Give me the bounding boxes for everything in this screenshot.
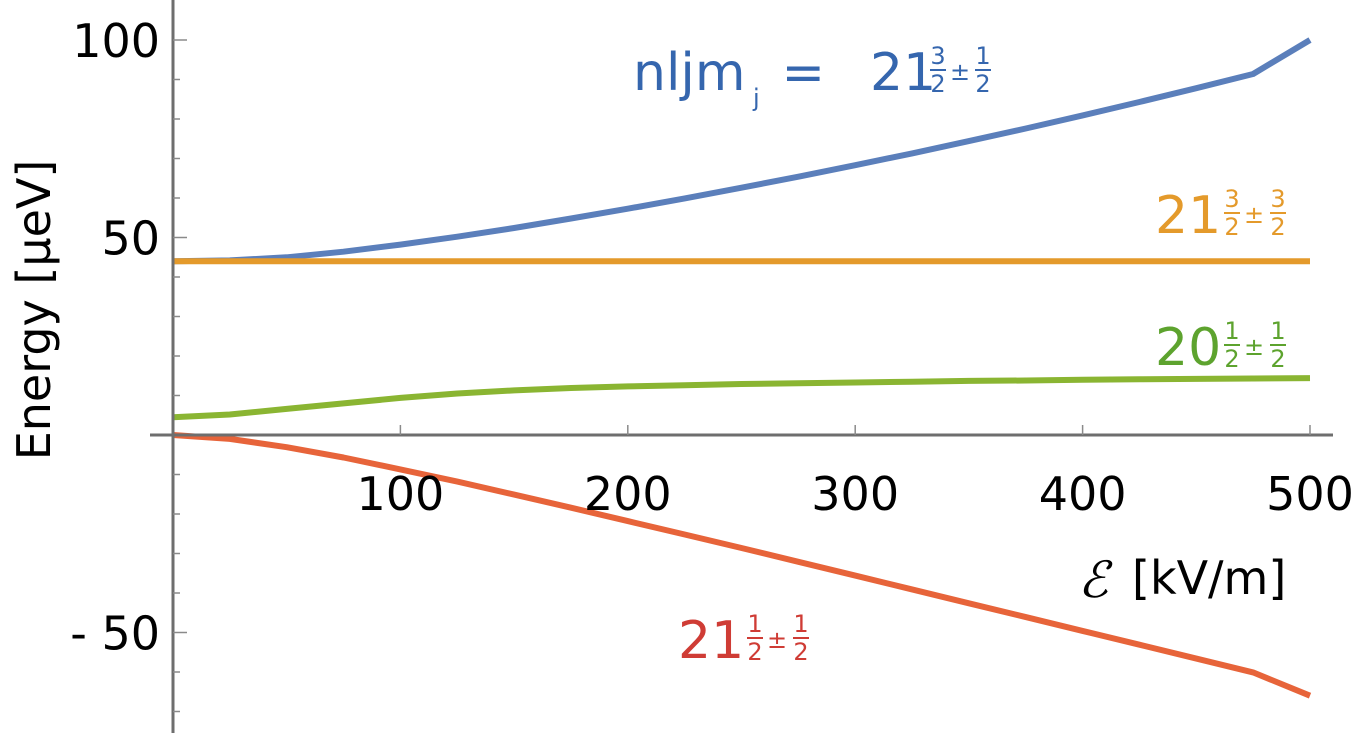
series-3-frac1: 1 2 (747, 610, 763, 666)
series-1-frac2-den: 2 (1270, 213, 1285, 241)
series-2-label-main: 20 (1155, 318, 1221, 378)
x-axis-title-unit: [kV/m] (1132, 551, 1286, 605)
series-0-frac2-den: 2 (975, 70, 990, 98)
series-1-frac1: 3 2 (1224, 185, 1240, 241)
series-0-frac1-num: 3 (930, 42, 945, 70)
series-0-label-main: 21 (870, 43, 936, 103)
series-3-frac1-den: 2 (747, 638, 762, 666)
series-2-label-pm: ± (1244, 333, 1264, 361)
series-line-0 (172, 37, 1312, 265)
y-axis-title: Energy [μeV] (7, 160, 61, 461)
x-tick-label-200: 200 (584, 467, 672, 521)
series-1-frac1-den: 2 (1224, 213, 1239, 241)
series-label-21-3/2-pm3/2: 21 3 2 ± 3 2 (1155, 185, 1286, 246)
series-1-frac2-num: 3 (1270, 185, 1285, 213)
x-axis-title-symbol: ℰ (1078, 551, 1113, 609)
series-0-frac1-den: 2 (930, 70, 945, 98)
series-0-frac2: 1 2 (975, 42, 991, 98)
y-tick-label-100: 100 (72, 14, 160, 68)
series-2-frac1-num: 1 (1224, 317, 1239, 345)
x-axis-title: ℰ [kV/m] (1078, 551, 1286, 609)
series-0-label-prefix: nljm (633, 43, 746, 103)
series-label-20-1/2-pm1/2: 20 1 2 ± 1 2 (1155, 317, 1286, 378)
series-2-frac1-den: 2 (1224, 345, 1239, 373)
series-1-frac2: 3 2 (1270, 185, 1286, 241)
x-tick-label-100: 100 (356, 467, 444, 521)
series-2-frac2-den: 2 (1270, 345, 1285, 373)
series-3-frac2-den: 2 (793, 638, 808, 666)
series-2-frac1: 1 2 (1224, 317, 1240, 373)
series-3-frac2-num: 1 (793, 610, 808, 638)
ticks (173, 39, 1311, 713)
x-tick-label-300: 300 (811, 467, 899, 521)
series-0-label-eq: = (765, 43, 842, 103)
series-0-label-subscript: j (752, 84, 760, 112)
x-tick-label-500: 500 (1266, 467, 1354, 521)
series-2-frac2: 1 2 (1270, 317, 1286, 373)
series-label-21-1/2-pm1/2-lower: 21 1 2 ± 1 2 (678, 610, 809, 671)
series-3-frac2: 1 2 (793, 610, 809, 666)
series-3-label-main: 21 (678, 611, 744, 671)
series-line-3 (172, 432, 1312, 699)
series-0-frac1: 3 2 (930, 42, 946, 98)
y-tick-label--50: - 50 (70, 607, 160, 661)
series-1-frac1-num: 3 (1224, 185, 1239, 213)
tick-labels: 100 200 300 400 500 - 50 50 100 (70, 14, 1354, 661)
series-0-frac2-num: 1 (975, 42, 990, 70)
y-tick-label-50: 50 (101, 212, 160, 266)
series-2-frac2-num: 1 (1270, 317, 1285, 345)
series-1-label-pm: ± (1244, 201, 1264, 229)
series-1-label-main: 21 (1155, 186, 1221, 246)
series-0-label-pm: ± (950, 58, 970, 86)
series-label-21-3/2-pm1/2-upper: nljm j = 21 3 2 ± 1 2 (633, 42, 991, 112)
series-3-label-pm: ± (767, 626, 787, 654)
x-tick-label-400: 400 (1039, 467, 1127, 521)
curves (172, 37, 1312, 699)
series-3-frac1-num: 1 (747, 610, 762, 638)
curve-labels: nljm j = 21 3 2 ± 1 2 21 3 2 (633, 42, 1286, 671)
series-line-2 (172, 375, 1311, 421)
